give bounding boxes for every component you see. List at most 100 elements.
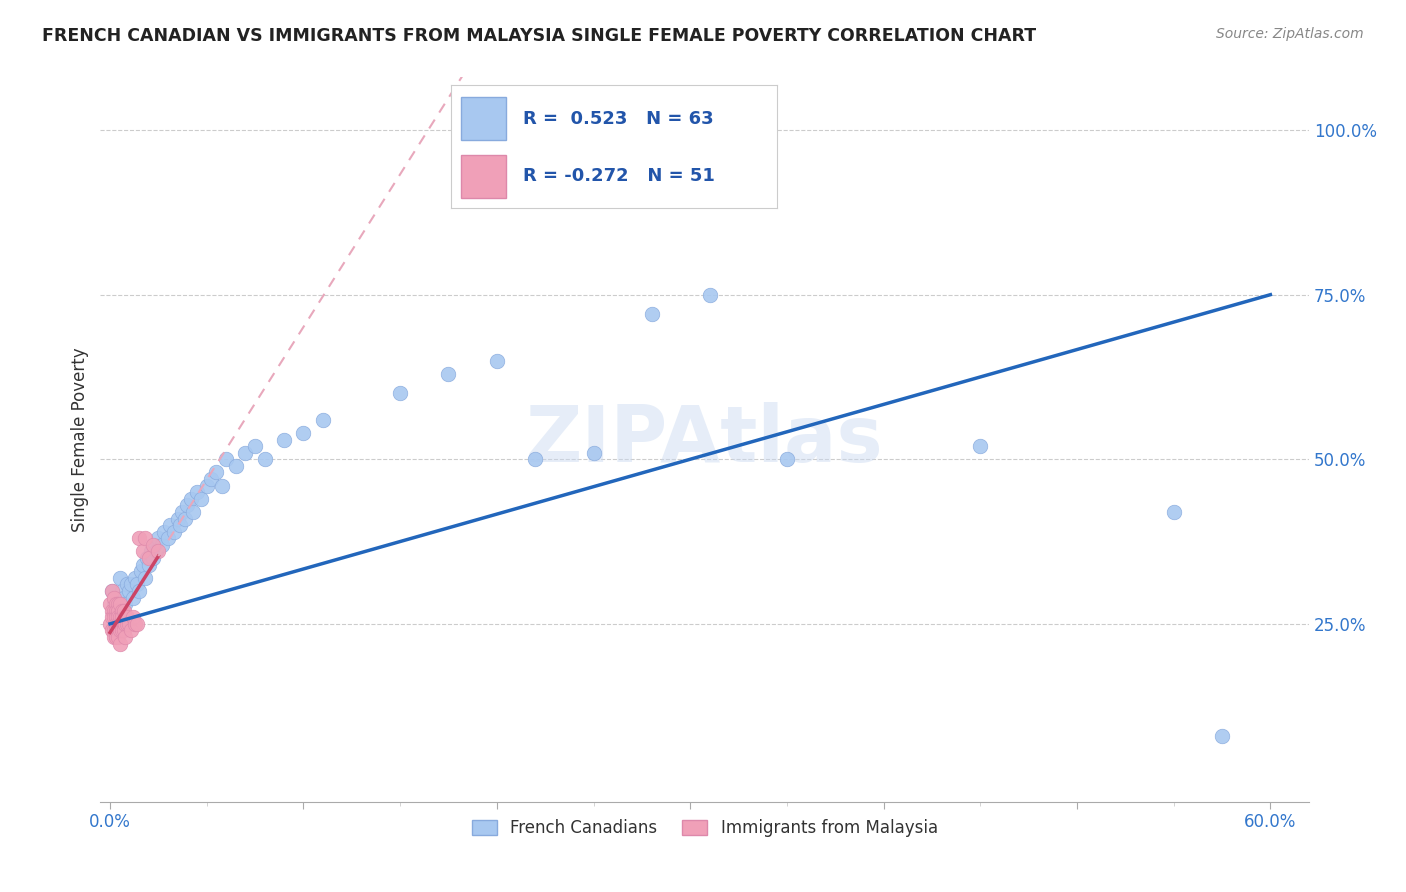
Point xyxy=(108,624,131,638)
Point xyxy=(132,544,155,558)
Point xyxy=(159,518,181,533)
Point xyxy=(776,452,799,467)
Point xyxy=(117,610,139,624)
Point xyxy=(128,583,150,598)
Point xyxy=(1211,729,1233,743)
Point xyxy=(135,551,157,566)
Point xyxy=(124,571,146,585)
Point xyxy=(437,367,460,381)
Point xyxy=(122,610,145,624)
Point xyxy=(114,610,136,624)
Point xyxy=(582,445,605,459)
Point xyxy=(108,610,131,624)
Point xyxy=(148,531,170,545)
Point xyxy=(104,616,127,631)
Point xyxy=(169,518,191,533)
Point xyxy=(111,610,134,624)
Point xyxy=(186,485,208,500)
Point xyxy=(111,616,134,631)
Point xyxy=(111,624,134,638)
Point xyxy=(104,604,127,618)
Point xyxy=(148,544,170,558)
Point xyxy=(98,597,121,611)
Point xyxy=(205,466,228,480)
Point xyxy=(139,544,162,558)
Point xyxy=(273,433,295,447)
Point xyxy=(117,577,139,591)
Y-axis label: Single Female Poverty: Single Female Poverty xyxy=(72,347,89,532)
Point xyxy=(108,597,131,611)
Point xyxy=(142,538,165,552)
Point xyxy=(253,452,276,467)
Point xyxy=(118,616,141,631)
Point xyxy=(104,610,127,624)
Point xyxy=(195,478,218,492)
Point xyxy=(157,531,180,545)
Point xyxy=(108,637,131,651)
Point xyxy=(112,616,135,631)
Point xyxy=(107,630,129,644)
Point xyxy=(108,571,131,585)
Point xyxy=(112,591,135,605)
Point xyxy=(103,597,125,611)
Point xyxy=(134,531,156,545)
Point xyxy=(389,386,412,401)
Point xyxy=(107,591,129,605)
Point xyxy=(104,630,127,644)
Point xyxy=(103,604,125,618)
Legend: French Canadians, Immigrants from Malaysia: French Canadians, Immigrants from Malays… xyxy=(465,813,945,844)
Point xyxy=(107,610,129,624)
Point xyxy=(107,616,129,631)
Point xyxy=(524,452,547,467)
Point xyxy=(124,616,146,631)
Point xyxy=(112,624,135,638)
Point xyxy=(640,307,662,321)
Point xyxy=(114,616,136,631)
Text: Source: ZipAtlas.com: Source: ZipAtlas.com xyxy=(1216,27,1364,41)
Point xyxy=(114,630,136,644)
Point xyxy=(211,478,233,492)
Point xyxy=(103,630,125,644)
Point xyxy=(104,604,127,618)
Point xyxy=(142,551,165,566)
Point xyxy=(103,624,125,638)
Point xyxy=(101,583,124,598)
Point xyxy=(181,505,204,519)
Point xyxy=(103,610,125,624)
Point xyxy=(138,551,160,566)
Point xyxy=(180,491,202,506)
Point xyxy=(485,353,508,368)
Point xyxy=(111,583,134,598)
Point xyxy=(111,604,134,618)
Point xyxy=(101,583,124,598)
Point xyxy=(132,558,155,572)
Point xyxy=(108,616,131,631)
Point xyxy=(145,544,167,558)
Point xyxy=(127,577,149,591)
Point xyxy=(120,577,142,591)
Point xyxy=(312,413,335,427)
Point xyxy=(166,511,188,525)
Point xyxy=(107,624,129,638)
Point xyxy=(699,287,721,301)
Point xyxy=(138,558,160,572)
Point xyxy=(174,511,197,525)
Point xyxy=(118,583,141,598)
Point xyxy=(104,624,127,638)
Point xyxy=(969,439,991,453)
Text: ZIPAtlas: ZIPAtlas xyxy=(526,401,883,477)
Point xyxy=(190,491,212,506)
Point xyxy=(107,604,129,618)
Point xyxy=(170,505,193,519)
Point xyxy=(143,538,166,552)
Point xyxy=(114,597,136,611)
Point xyxy=(107,597,129,611)
Point xyxy=(153,524,176,539)
Point xyxy=(108,610,131,624)
Point xyxy=(120,624,142,638)
Point xyxy=(163,524,186,539)
Point xyxy=(176,499,198,513)
Point xyxy=(243,439,266,453)
Point xyxy=(103,591,125,605)
Point xyxy=(101,624,124,638)
